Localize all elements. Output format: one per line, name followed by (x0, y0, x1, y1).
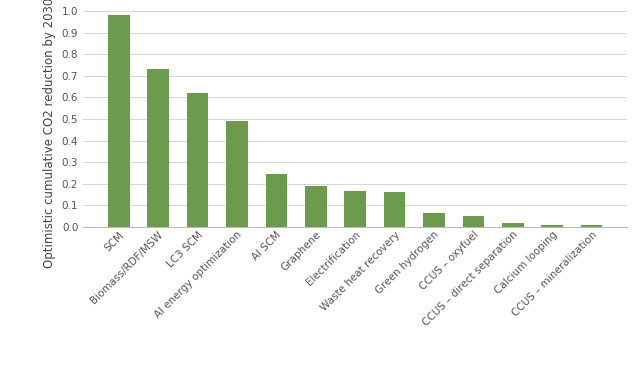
Bar (502, 223, 524, 227)
Bar (384, 192, 406, 227)
Y-axis label: Optimistic cumulative CO2 reduction by 2030 (Gt): Optimistic cumulative CO2 reduction by 2… (44, 0, 56, 268)
Bar (108, 15, 130, 227)
Bar (541, 225, 563, 227)
Bar (344, 191, 366, 227)
Bar (187, 93, 209, 227)
Bar (580, 225, 602, 227)
Bar (305, 186, 326, 227)
Bar (463, 216, 484, 227)
Bar (147, 69, 169, 227)
Bar (266, 174, 287, 227)
Bar (423, 213, 445, 227)
Bar (226, 121, 248, 227)
